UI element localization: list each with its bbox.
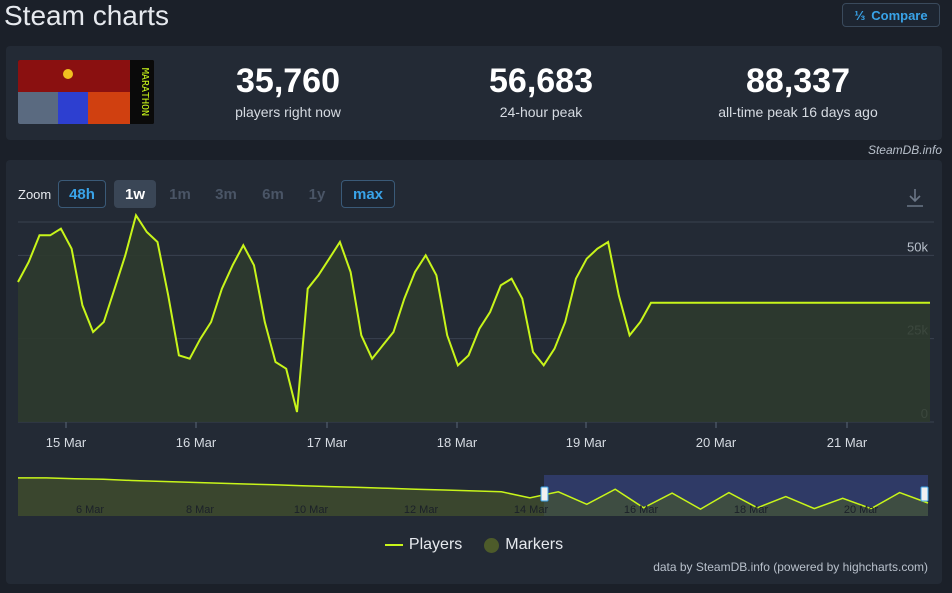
compare-button[interactable]: ⅓ Compare (842, 3, 940, 27)
x-tick-label: 21 Mar (827, 435, 868, 450)
zoom-1w-button[interactable]: 1w (114, 180, 156, 208)
legend-players-label: Players (408, 536, 463, 553)
y-tick-label: 50k (907, 239, 928, 254)
stat-alltime-peak: 88,337 all-time peak 16 days ago (688, 62, 908, 120)
navigator-tick-label: 8 Mar (186, 504, 214, 516)
fraction-icon: ⅓ (854, 7, 866, 23)
chart-legend: Players Markers (6, 536, 942, 554)
zoom-1y-button[interactable]: 1y (308, 185, 326, 203)
legend-players[interactable]: Players (384, 536, 463, 554)
stat-alltime-peak-value: 88,337 (746, 62, 850, 100)
navigator-tick-label: 20 Mar (844, 504, 879, 516)
download-icon[interactable] (906, 188, 924, 208)
markers-dot-swatch (484, 537, 500, 553)
navigator-tick-label: 10 Mar (294, 504, 329, 516)
zoom-6m-button[interactable]: 6m (262, 185, 284, 203)
navigator-area (18, 477, 928, 516)
compare-label: Compare (871, 7, 928, 23)
x-tick-label: 16 Mar (176, 435, 217, 450)
players-line (17, 212, 930, 413)
x-tick-label: 17 Mar (307, 435, 348, 450)
players-line-swatch (384, 544, 403, 546)
zoom-label: Zoom (18, 187, 52, 202)
stat-24h-peak-value: 56,683 (489, 62, 593, 100)
zoom-3m-button[interactable]: 3m (215, 185, 237, 203)
x-tick-label: 15 Mar (46, 435, 87, 450)
navigator-handle-right[interactable] (920, 486, 929, 502)
legend-markers[interactable]: Markers (484, 536, 563, 554)
highcharts-credit[interactable]: data by SteamDB.info (powered by highcha… (653, 560, 928, 574)
x-tick-label: 19 Mar (566, 435, 607, 450)
zoom-1m-button[interactable]: 1m (169, 185, 191, 203)
zoom-48h-button[interactable]: 48h (58, 180, 106, 208)
x-tick-label: 20 Mar (696, 435, 737, 450)
stat-24h-peak: 56,683 24-hour peak (431, 62, 651, 120)
steamdb-credit[interactable]: SteamDB.info (867, 143, 942, 157)
stats-panel: MARATHON 35,760 players right now 56,683… (6, 46, 942, 140)
players-area (18, 215, 930, 422)
stat-current: 35,760 players right now (178, 62, 398, 120)
stat-current-label: players right now (235, 104, 341, 120)
page-title: Steam charts (4, 0, 169, 31)
stat-alltime-peak-label: all-time peak 16 days ago (718, 104, 878, 120)
x-tick-label: 18 Mar (437, 435, 478, 450)
stat-current-value: 35,760 (236, 62, 340, 100)
navigator-tick-label: 18 Mar (734, 504, 769, 516)
svg-text:MARATHON: MARATHON (139, 68, 150, 116)
chart-panel: Zoom 48h 1w 1m 3m 6m 1y max 025k50k 15 M… (6, 160, 942, 584)
navigator-tick-label: 14 Mar (514, 504, 549, 516)
legend-markers-label: Markers (505, 536, 564, 553)
stat-24h-peak-label: 24-hour peak (499, 104, 583, 120)
navigator-handle-left[interactable] (540, 486, 549, 502)
navigator-line (18, 477, 929, 510)
zoom-max-button[interactable]: max (341, 180, 395, 208)
game-thumbnail[interactable]: MARATHON (18, 60, 154, 124)
navigator-tick-label: 16 Mar (624, 504, 659, 516)
navigator-tick-label: 6 Mar (76, 504, 104, 516)
navigator-tick-label: 12 Mar (404, 504, 439, 516)
game-art-image: MARATHON (18, 60, 154, 124)
